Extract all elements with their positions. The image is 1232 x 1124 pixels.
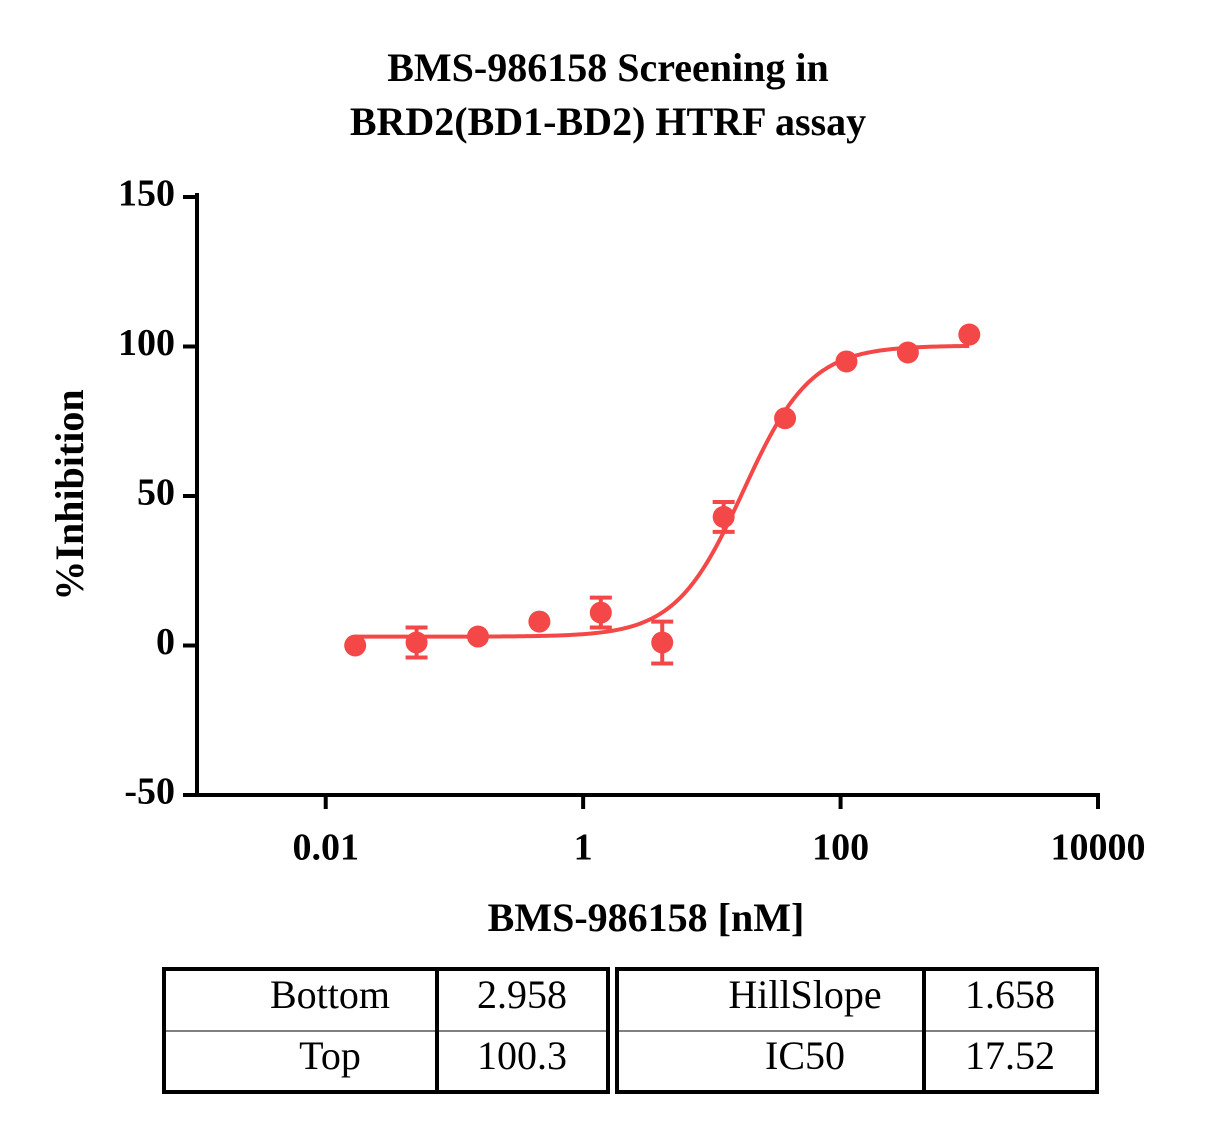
param-name: IC50	[765, 1033, 845, 1078]
data-point	[958, 323, 981, 346]
y-tick-label: 50	[137, 472, 175, 514]
data-point	[774, 407, 797, 430]
data-point	[712, 505, 735, 528]
param-value: 17.52	[965, 1033, 1055, 1078]
x-tick-label: 1	[574, 827, 593, 869]
data-point	[528, 610, 551, 633]
y-tick-label: 0	[156, 621, 175, 663]
param-value: 1.658	[965, 972, 1055, 1017]
param-name: Top	[299, 1033, 361, 1078]
x-axis-label: BMS-986158 [nM]	[488, 895, 805, 940]
y-tick-label: -50	[124, 771, 175, 813]
chart-title: BMS-986158 Screening in	[387, 45, 829, 90]
param-name: HillSlope	[728, 972, 881, 1017]
y-tick-label: 100	[118, 322, 175, 364]
param-name: Bottom	[270, 972, 390, 1017]
x-tick-label: 10000	[1051, 827, 1146, 869]
fit-curve	[355, 343, 970, 639]
data-point	[589, 601, 612, 624]
data-point	[651, 631, 674, 654]
data-point	[405, 631, 428, 654]
y-tick-label: 150	[118, 173, 175, 215]
x-tick-label: 0.01	[292, 827, 359, 869]
data-point	[896, 341, 919, 364]
param-value: 100.3	[477, 1033, 567, 1078]
data-point	[344, 634, 367, 657]
param-value: 2.958	[477, 972, 567, 1017]
x-tick-label: 100	[812, 827, 869, 869]
data-point	[466, 625, 489, 648]
data-point	[835, 350, 858, 373]
chart-title: BRD2(BD1-BD2) HTRF assay	[350, 99, 866, 144]
y-axis-label: %Inhibition	[47, 389, 92, 600]
